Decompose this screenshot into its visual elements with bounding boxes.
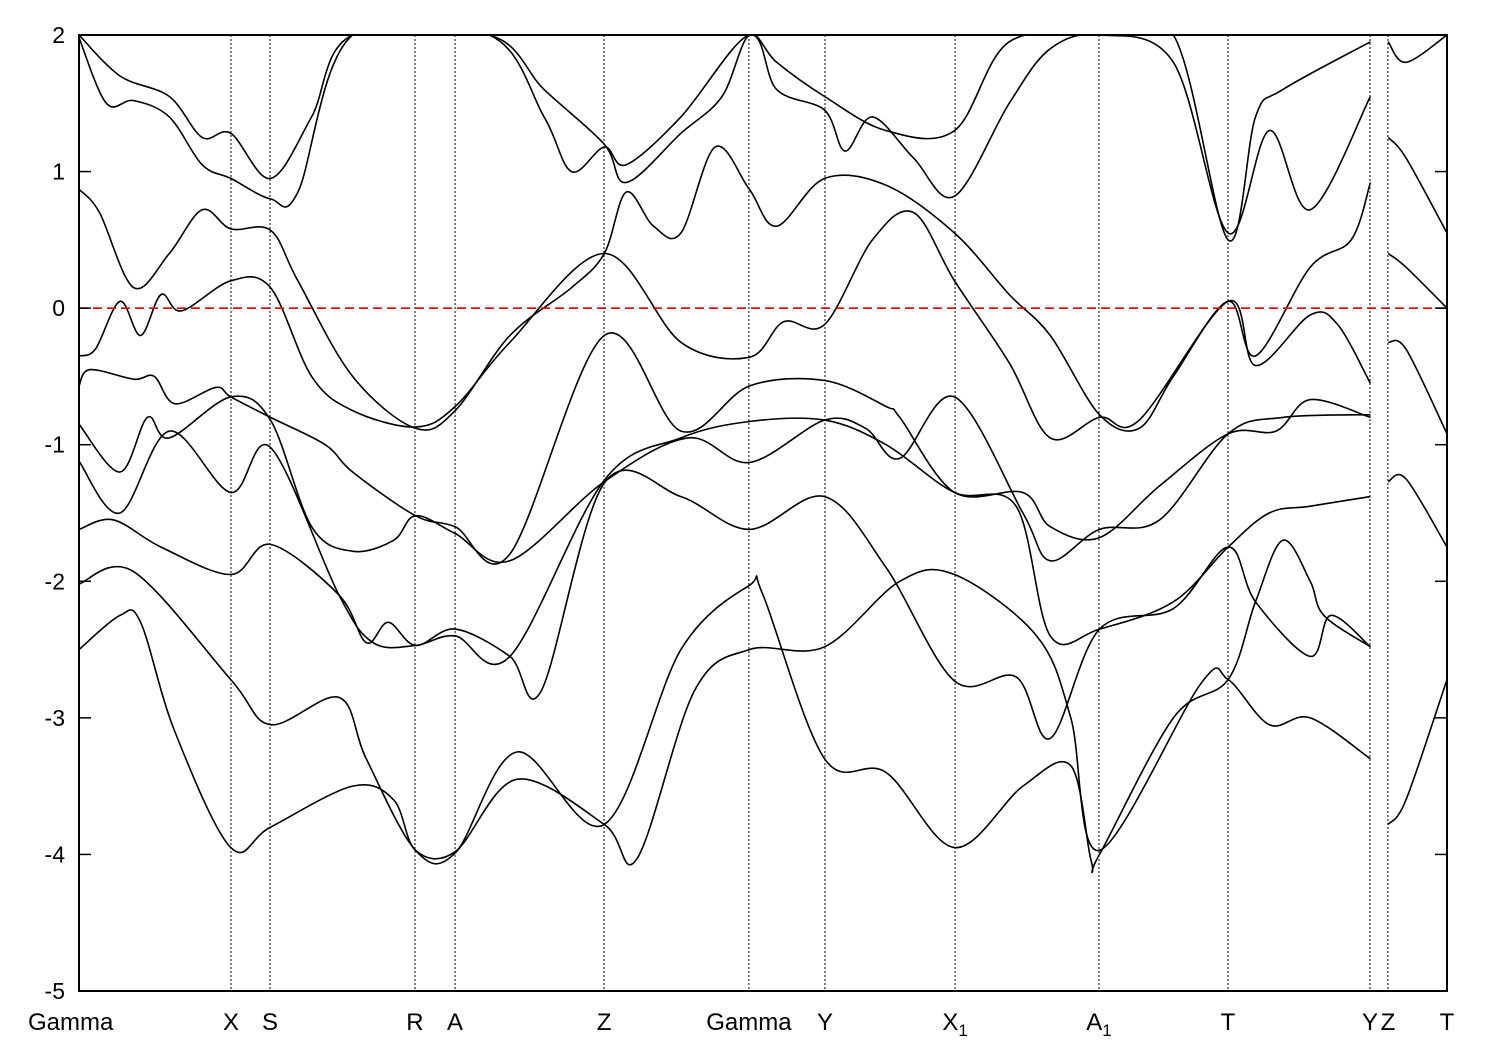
band-13 bbox=[1387, 339, 1447, 435]
band-4 bbox=[79, 417, 1371, 666]
kpoint-label-0: Gamma bbox=[28, 1009, 114, 1036]
kpoint-label-2: S bbox=[262, 1009, 278, 1036]
band-1 bbox=[79, 568, 1371, 866]
band-15 bbox=[1387, 679, 1447, 825]
band-2 bbox=[79, 539, 1371, 874]
kpoint-label-1: X bbox=[223, 1009, 239, 1036]
kpoint-label-9: A1 bbox=[1086, 1009, 1111, 1040]
y-tick-label-1: -4 bbox=[45, 841, 66, 867]
band-14 bbox=[1387, 473, 1447, 548]
plot-frame bbox=[78, 34, 1448, 992]
y-tick-label-5: 0 bbox=[52, 295, 65, 321]
high-symmetry-lines bbox=[230, 35, 1389, 991]
band-16 bbox=[1387, 35, 1447, 64]
kpoint-label-7: Y bbox=[817, 1009, 833, 1036]
band-12 bbox=[1387, 252, 1447, 309]
kpoint-label-3: R bbox=[406, 1009, 423, 1036]
y-tick-label-4: -1 bbox=[45, 432, 65, 458]
y-tick-label-2: -3 bbox=[45, 705, 65, 731]
kpoint-label-11: Y bbox=[1362, 1009, 1378, 1036]
kpoint-label-12: Z bbox=[1381, 1009, 1396, 1036]
y-tick-label-0: -5 bbox=[45, 978, 65, 1004]
y-axis-ticks: -5 -4 -3 -2 -1 0 1 2 bbox=[45, 22, 1447, 1004]
kpoint-label-8: X1 bbox=[942, 1009, 967, 1040]
band-11 bbox=[1387, 136, 1447, 234]
kpoint-label-10: T bbox=[1221, 1009, 1236, 1036]
band-5 bbox=[79, 395, 1371, 564]
band-6 bbox=[79, 332, 1371, 565]
band-10 bbox=[79, 35, 1371, 242]
kpoint-label-5: Z bbox=[597, 1009, 612, 1036]
band-8 bbox=[79, 145, 1372, 432]
kpoint-label-6: Gamma bbox=[706, 1009, 792, 1036]
kpoint-label-4: A bbox=[447, 1009, 463, 1036]
y-tick-label-7: 2 bbox=[52, 22, 65, 48]
band-3 bbox=[79, 469, 1371, 740]
y-tick-label-3: -2 bbox=[45, 568, 65, 594]
kpoint-label-13: T bbox=[1440, 1009, 1455, 1036]
band-7 bbox=[79, 210, 1372, 441]
kpoint-labels: Gamma X S R A Z Gamma Y X1 A1 T Y Z T bbox=[28, 1009, 1455, 1040]
y-tick-label-6: 1 bbox=[52, 159, 65, 185]
